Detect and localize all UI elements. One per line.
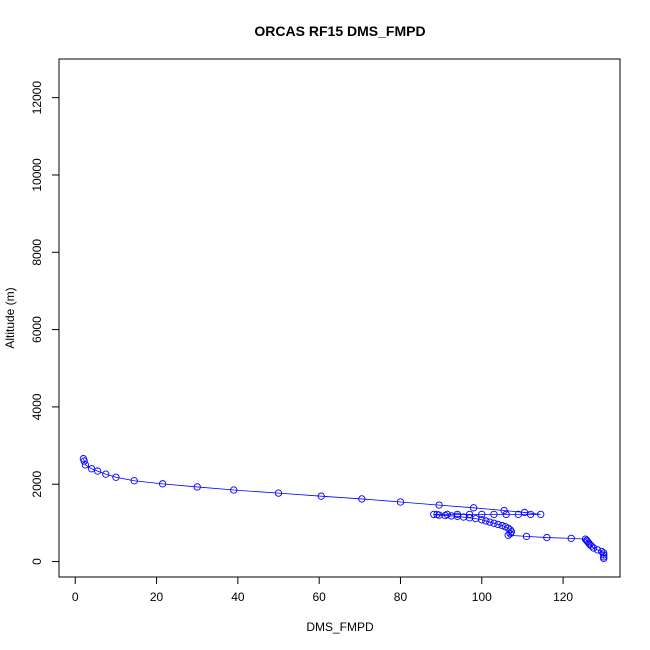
data-point xyxy=(478,516,486,524)
x-tick-label: 80 xyxy=(394,590,408,604)
data-point xyxy=(470,504,478,512)
data-point xyxy=(274,489,283,497)
y-tick-label: 8000 xyxy=(30,239,44,266)
y-tick-label: 6000 xyxy=(30,316,44,343)
data-point xyxy=(494,520,502,529)
plot-frame xyxy=(58,58,621,578)
data-point xyxy=(506,530,514,538)
y-axis: 0 2000 4000 6000 8000 10000 12000 xyxy=(30,81,59,565)
data-point xyxy=(486,518,494,526)
data-point xyxy=(102,470,110,478)
data-point xyxy=(317,492,325,500)
data-point xyxy=(522,532,531,541)
data-point xyxy=(443,510,451,519)
y-tick-label: 2000 xyxy=(30,471,44,498)
y-tick-label: 12000 xyxy=(30,81,44,115)
data-point xyxy=(112,473,120,481)
data-point xyxy=(435,501,443,509)
data-point xyxy=(567,534,575,542)
plot-area xyxy=(79,455,608,563)
x-axis-label: DMS_FMPD xyxy=(306,620,374,634)
data-point xyxy=(396,498,405,506)
data-point xyxy=(358,495,366,503)
data-point xyxy=(504,531,512,539)
data-point xyxy=(230,486,238,494)
x-tick-label: 100 xyxy=(472,590,492,604)
data-point xyxy=(130,477,138,485)
data-point xyxy=(526,510,535,519)
data-point xyxy=(465,510,474,519)
data-point xyxy=(587,542,596,550)
x-tick-label: 60 xyxy=(312,590,326,604)
series-line xyxy=(83,458,605,559)
data-point xyxy=(87,465,96,473)
y-tick-label: 0 xyxy=(30,558,44,565)
data-point xyxy=(490,519,498,527)
data-point xyxy=(80,457,88,465)
x-axis: 0 20 40 60 80 100 120 xyxy=(72,577,573,604)
x-tick-label: 120 xyxy=(553,590,573,604)
data-point xyxy=(500,506,508,515)
chart-title: ORCAS RF15 DMS_FMPD xyxy=(254,23,425,39)
data-point xyxy=(93,467,102,475)
data-point xyxy=(593,546,602,554)
data-point xyxy=(490,510,498,519)
x-tick-label: 40 xyxy=(231,590,245,604)
data-point xyxy=(430,510,438,519)
data-point xyxy=(81,461,90,469)
y-axis-label: Altitude (m) xyxy=(3,287,17,348)
data-point xyxy=(193,483,201,491)
x-tick-label: 0 xyxy=(72,590,79,604)
data-point xyxy=(498,521,506,530)
data-point xyxy=(502,510,510,519)
y-tick-label: 4000 xyxy=(30,393,44,420)
data-point xyxy=(478,510,486,519)
data-point xyxy=(600,551,608,559)
data-point xyxy=(600,549,608,557)
data-point xyxy=(159,480,167,488)
y-tick-label: 10000 xyxy=(30,158,44,192)
data-point xyxy=(543,533,551,542)
data-point xyxy=(482,517,490,525)
x-tick-label: 20 xyxy=(150,590,164,604)
data-point xyxy=(589,544,598,552)
data-point xyxy=(600,554,608,563)
data-point xyxy=(537,510,545,519)
data-point xyxy=(514,510,523,519)
